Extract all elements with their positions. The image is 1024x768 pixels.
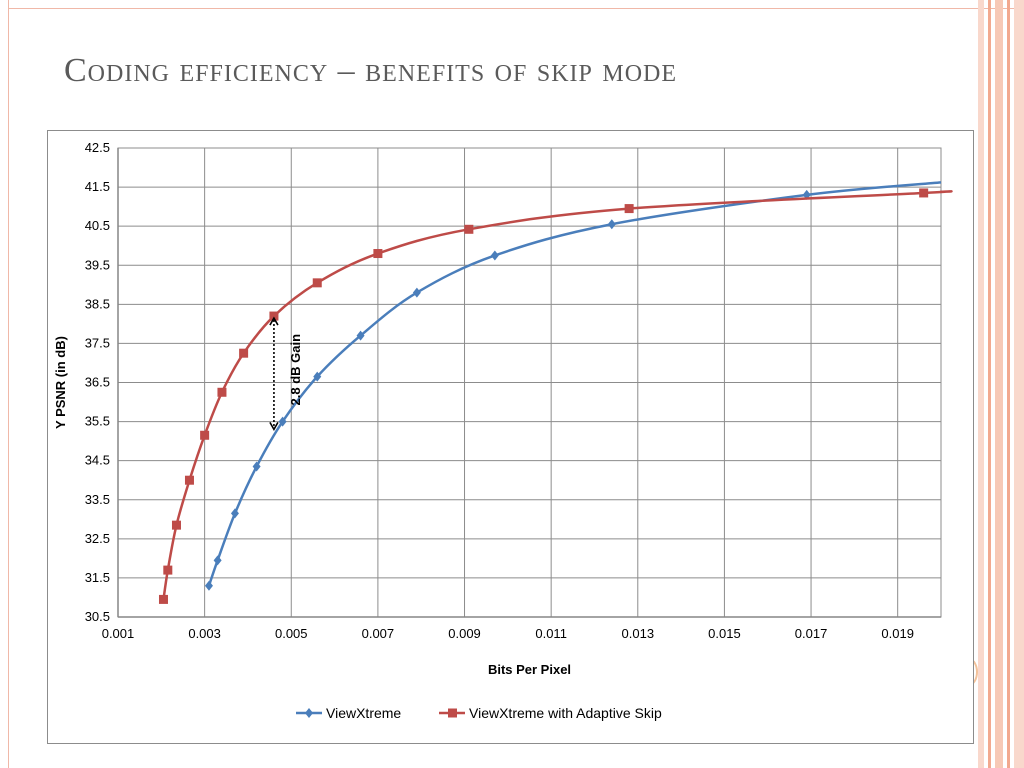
x-tick-label: 0.017 xyxy=(795,626,828,641)
right-decor-stripe-3 xyxy=(995,0,1003,768)
y-tick-label: 34.5 xyxy=(85,453,110,468)
y-tick-label: 30.5 xyxy=(85,609,110,624)
x-axis-title: Bits Per Pixel xyxy=(488,662,571,677)
data-point-diamond xyxy=(412,287,421,298)
data-point-square xyxy=(184,475,194,485)
x-tick-label: 0.015 xyxy=(708,626,741,641)
x-tick-label: 0.019 xyxy=(881,626,914,641)
gain-arrow-head-up xyxy=(269,316,279,326)
legend-marker-square xyxy=(448,708,457,718)
y-tick-label: 40.5 xyxy=(85,218,110,233)
y-tick-label: 35.5 xyxy=(85,414,110,429)
data-point-diamond xyxy=(204,580,213,591)
legend-label-viewxtreme: ViewXtreme xyxy=(326,705,401,721)
y-tick-label: 42.5 xyxy=(85,140,110,155)
data-point-square xyxy=(919,188,929,198)
data-point-square xyxy=(217,387,227,397)
data-point-diamond xyxy=(278,416,287,427)
gain-annotation: 2.8 dB Gain xyxy=(288,334,303,406)
data-point-square xyxy=(171,520,181,530)
y-tick-label: 32.5 xyxy=(85,531,110,546)
x-tick-label: 0.007 xyxy=(362,626,395,641)
data-point-square xyxy=(464,224,474,234)
frame-top-line xyxy=(8,8,1024,9)
data-point-square xyxy=(163,565,173,575)
gain-arrow-head-down xyxy=(269,421,279,431)
data-point-diamond xyxy=(313,371,322,382)
y-tick-label: 33.5 xyxy=(85,492,110,507)
x-tick-label: 0.011 xyxy=(535,626,567,641)
x-tick-label: 0.013 xyxy=(622,626,655,641)
right-decor-stripe-2 xyxy=(988,0,991,768)
legend-label-adaptive-skip: ViewXtreme with Adaptive Skip xyxy=(469,705,662,721)
legend-marker-diamond xyxy=(305,708,313,718)
data-point-diamond xyxy=(356,330,365,341)
x-tick-label: 0.003 xyxy=(188,626,221,641)
y-tick-label: 37.5 xyxy=(85,335,110,350)
y-axis-title: Y PSNR (in dB) xyxy=(53,336,68,429)
x-tick-label: 0.009 xyxy=(448,626,481,641)
data-point-square xyxy=(200,430,210,440)
right-decor-stripe-1 xyxy=(978,0,984,768)
y-tick-label: 38.5 xyxy=(85,296,110,311)
y-tick-label: 39.5 xyxy=(85,257,110,272)
data-point-diamond xyxy=(252,461,261,472)
y-tick-label: 31.5 xyxy=(85,570,110,585)
series-line-adaptive-skip xyxy=(162,190,953,600)
data-point-square xyxy=(158,594,168,604)
slide-title: Coding efficiency – benefits of skip mod… xyxy=(64,52,678,89)
chart-svg: 30.5 31.5 32.5 33.5 34.5 35.5 36.5 37.5 38.5 39.5… xyxy=(53,140,953,721)
data-point-square xyxy=(373,249,383,259)
y-tick-label: 36.5 xyxy=(85,375,110,390)
data-point-square xyxy=(312,278,322,288)
data-point-diamond xyxy=(607,219,616,230)
right-decor-stripe-5 xyxy=(1014,0,1024,768)
x-tick-label: 0.001 xyxy=(102,626,135,641)
y-tick-label: 41.5 xyxy=(85,179,110,194)
data-point-square xyxy=(239,348,249,358)
data-point-diamond xyxy=(213,555,222,566)
chart-container: 30.5 31.5 32.5 33.5 34.5 35.5 36.5 37.5 38.5 39.5… xyxy=(47,130,974,744)
frame-left-line xyxy=(8,0,9,768)
data-point-square xyxy=(624,204,634,214)
x-tick-label: 0.005 xyxy=(275,626,308,641)
data-point-diamond xyxy=(230,508,239,519)
data-point-square xyxy=(269,311,279,321)
right-decor-stripe-4 xyxy=(1007,0,1010,768)
